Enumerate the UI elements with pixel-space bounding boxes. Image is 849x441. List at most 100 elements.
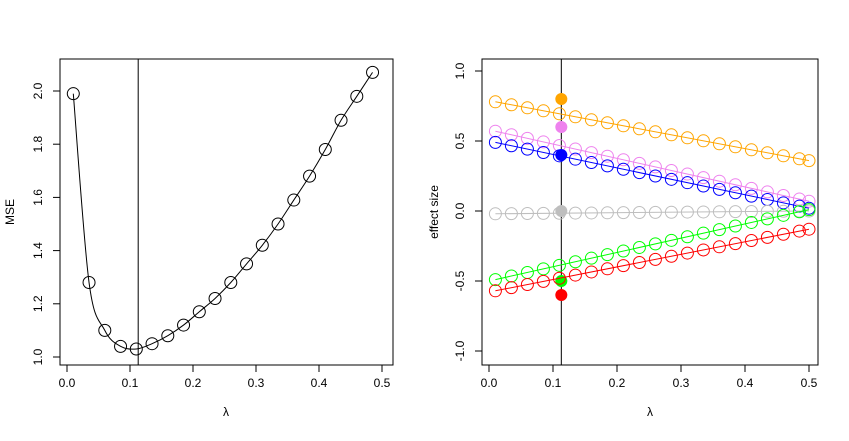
effect-point [776, 149, 790, 163]
mse-point [82, 276, 96, 290]
effect-point [552, 271, 566, 285]
effect-point [776, 227, 790, 241]
effect-series-line [495, 209, 810, 281]
effect-point [520, 142, 534, 156]
effect-point [744, 143, 758, 157]
mse-point [208, 291, 222, 305]
y-tick-label: 1.6 [31, 189, 45, 206]
effect-point [632, 156, 646, 170]
effect-point [616, 244, 630, 258]
effect-point [680, 246, 694, 260]
x-tick-label: 0.0 [481, 376, 498, 390]
effect-point [802, 222, 816, 236]
effect-point [488, 95, 502, 109]
effect-point [728, 186, 742, 200]
effect-point [488, 135, 502, 149]
effect-size-panel: 0.0 0.1 0.2 0.3 0.4 0.5 -1.0 -0.5 0.0 0.5 1.0 λ e… [427, 58, 819, 419]
mse-y-axis-label: MSE [3, 199, 17, 225]
mse-point [224, 276, 238, 290]
mse-x-axis-label: λ [223, 405, 229, 419]
effect-point [744, 205, 758, 219]
y-tick-label: 1.2 [31, 295, 45, 312]
effect-y-axis-label: effect size [427, 185, 441, 239]
effect-point [568, 255, 582, 269]
effect-series-line [495, 101, 810, 162]
mse-point [350, 89, 364, 103]
effect-point [616, 206, 630, 220]
mse-panel: 0.0 0.1 0.2 0.3 0.4 0.5 1.01.21.41.61.82.0 λ … [3, 58, 394, 419]
mse-point [66, 87, 80, 101]
mse-point [303, 169, 317, 183]
effect-point [632, 206, 646, 220]
effect-point [632, 166, 646, 180]
effect-point [648, 160, 662, 174]
true-value-point [555, 205, 568, 217]
effect-point [600, 149, 614, 163]
effect-point [584, 251, 598, 265]
mse-series [66, 65, 380, 356]
mse-point [161, 329, 175, 343]
effect-point [536, 104, 550, 118]
effect-point [488, 207, 502, 221]
effect-point [648, 237, 662, 251]
effect-point [504, 207, 518, 221]
effect-point [520, 101, 534, 115]
effect-y-axis: -1.0 -0.5 0.0 0.5 1.0 [453, 62, 482, 361]
mse-point [366, 65, 380, 79]
effect-point [712, 240, 726, 254]
effect-point [712, 182, 726, 196]
x-tick-label: 0.0 [59, 376, 76, 390]
effect-point [616, 259, 630, 273]
effect-point [568, 110, 582, 124]
x-tick-label: 0.3 [673, 376, 690, 390]
mse-point [240, 257, 254, 271]
effect-point [520, 278, 534, 292]
effect-point [792, 152, 806, 166]
effect-point [712, 174, 726, 188]
effect-point [632, 122, 646, 136]
effect-point [600, 248, 614, 262]
mse-point [318, 143, 332, 157]
effect-point [744, 181, 758, 195]
x-tick-label: 0.5 [374, 376, 391, 390]
effect-point [776, 204, 790, 218]
effect-point [648, 169, 662, 183]
effect-point [760, 185, 774, 199]
effect-point [680, 167, 694, 181]
effect-point [616, 162, 630, 176]
effect-point [584, 156, 598, 170]
effect-point [504, 139, 518, 153]
effect-point [536, 145, 550, 159]
effect-x-axis: 0.0 0.1 0.2 0.3 0.4 0.5 [481, 365, 818, 390]
effect-point [568, 268, 582, 282]
effect-point [584, 146, 598, 160]
effect-point [744, 189, 758, 203]
x-tick-label: 0.4 [737, 376, 754, 390]
effect-point [792, 205, 806, 219]
effect-point [680, 176, 694, 190]
effect-point [488, 273, 502, 287]
effect-point [712, 205, 726, 219]
effect-point [728, 178, 742, 192]
effect-point [616, 119, 630, 133]
effect-point [664, 163, 678, 177]
x-tick-label: 0.2 [185, 376, 202, 390]
mse-x-axis: 0.0 0.1 0.2 0.3 0.4 0.5 [59, 365, 391, 390]
effect-point [680, 131, 694, 145]
effect-point [712, 223, 726, 237]
x-tick-label: 0.2 [609, 376, 626, 390]
mse-plot-frame [59, 58, 394, 366]
effect-point [584, 206, 598, 220]
effect-series-line [495, 130, 810, 202]
effect-point [744, 215, 758, 229]
effect-point [760, 204, 774, 218]
y-tick-label: -0.5 [453, 270, 467, 291]
effect-point [584, 113, 598, 127]
y-tick-label: 0.5 [453, 132, 467, 149]
x-tick-label: 0.1 [545, 376, 562, 390]
effect-point [504, 128, 518, 142]
effect-point [600, 116, 614, 130]
effect-point [802, 203, 816, 217]
true-value-point [555, 93, 568, 105]
effect-point [760, 146, 774, 160]
